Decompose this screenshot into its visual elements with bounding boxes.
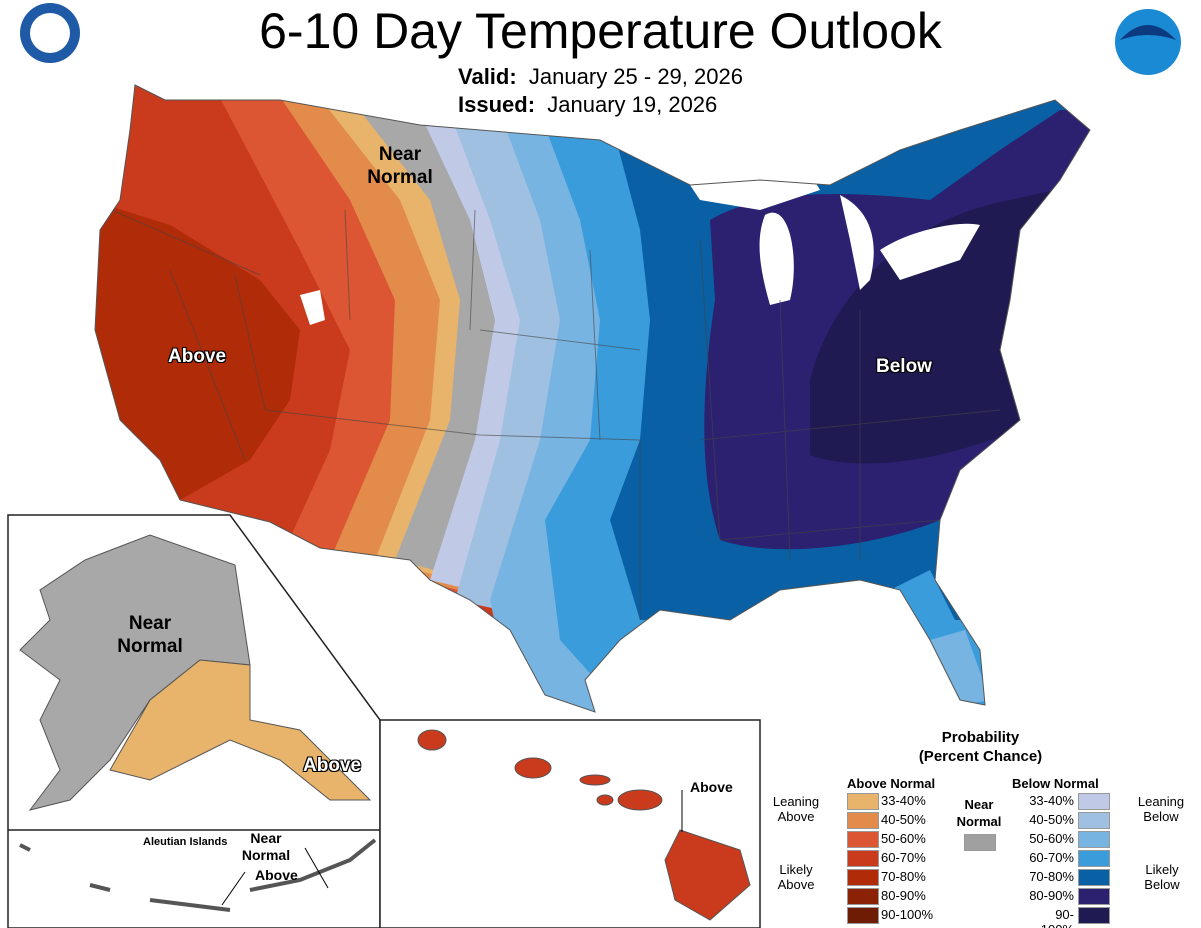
legend-likely-below: Likely Below xyxy=(1144,862,1180,892)
aleutian-islands xyxy=(19,838,377,912)
page-title: 6-10 Day Temperature Outlook xyxy=(259,3,942,59)
legend-leaning-below: Leaning Below xyxy=(1137,794,1185,824)
label-near-normal: Near Normal xyxy=(367,144,433,188)
legend-below-swatch xyxy=(1078,793,1110,810)
hawaii-inset xyxy=(379,719,761,928)
legend-below-swatch xyxy=(1078,812,1110,829)
legend-above-swatch xyxy=(847,812,879,829)
aleutian-label: Aleutian Islands xyxy=(143,836,228,848)
legend-title: Probability (Percent Chance) xyxy=(918,729,1043,765)
legend-above-range: 90-100% xyxy=(881,907,934,922)
label-above: Above xyxy=(168,346,227,367)
noaa-logo xyxy=(1115,9,1181,75)
legend-above-range: 70-80% xyxy=(881,869,926,884)
legend-below-range: 33-40% xyxy=(1029,793,1074,808)
state-borders xyxy=(99,129,1001,620)
legend-above-swatch xyxy=(847,831,879,848)
issued-date: Issued: January 19, 2026 xyxy=(458,92,718,117)
legend-above-range: 60-70% xyxy=(881,850,926,865)
legend-above-swatch xyxy=(847,888,879,905)
legend-below-swatch xyxy=(1078,869,1110,886)
legend-below-swatch xyxy=(1078,831,1110,848)
legend-below-range: 80-90% xyxy=(1029,888,1074,903)
legend-below-range: 90-100% xyxy=(1041,907,1074,928)
legend-below-range: 60-70% xyxy=(1029,850,1074,865)
legend-below-range: 50-60% xyxy=(1029,831,1074,846)
legend-below-header: Below Normal xyxy=(1012,776,1099,791)
legend-above-swatch xyxy=(847,907,879,924)
label-below: Below xyxy=(876,356,932,377)
legend-above-swatch xyxy=(847,850,879,867)
aleutian-label-near-normal: Near Normal xyxy=(241,830,291,863)
legend-below-range: 40-50% xyxy=(1029,812,1074,827)
legend-below-swatch xyxy=(1078,907,1110,924)
legend-above-swatch xyxy=(847,793,879,810)
legend-above-swatch xyxy=(847,869,879,886)
legend-below-swatch xyxy=(1078,888,1110,905)
aleutian-label-above: Above xyxy=(255,867,298,883)
legend-above-range: 50-60% xyxy=(881,831,926,846)
great-salt-lake xyxy=(300,290,325,325)
florida-60-70 xyxy=(880,570,960,640)
legend-below-swatch xyxy=(1078,850,1110,867)
florida-50-60 xyxy=(930,630,990,705)
alaska-near-normal xyxy=(19,534,251,811)
alaska-label-near-normal: Near Normal xyxy=(117,613,183,657)
valid-dates: Valid: January 25 - 29, 2026 xyxy=(458,64,743,89)
great-lakes xyxy=(690,163,980,305)
legend-above-header: Above Normal xyxy=(847,776,936,791)
legend: Probability (Percent Chance) Above Normal… xyxy=(760,726,1201,928)
conus-outline xyxy=(94,84,1091,713)
legend-above-range: 33-40% xyxy=(881,793,926,808)
legend-below-range: 70-80% xyxy=(1029,869,1074,884)
legend-likely-above: Likely Above xyxy=(777,862,815,892)
hawaii-label-above: Above xyxy=(690,779,733,795)
alaska-inset xyxy=(7,514,381,928)
legend-near-header: Near Normal xyxy=(956,797,1002,829)
legend-above-range: 80-90% xyxy=(881,888,926,903)
alaska-above xyxy=(109,659,372,801)
alaska-label-above: Above xyxy=(303,755,362,776)
legend-near-swatch xyxy=(964,834,996,851)
legend-leaning-above: Leaning Above xyxy=(772,794,820,824)
legend-above-range: 40-50% xyxy=(881,812,926,827)
